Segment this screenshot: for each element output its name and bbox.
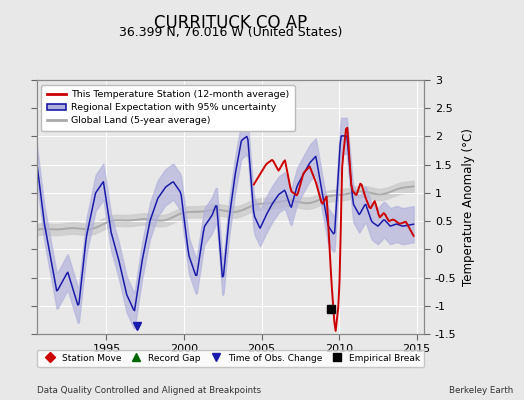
Legend: This Temperature Station (12-month average), Regional Expectation with 95% uncer: This Temperature Station (12-month avera… xyxy=(41,85,294,131)
Text: 36.399 N, 76.016 W (United States): 36.399 N, 76.016 W (United States) xyxy=(119,26,342,39)
Text: Data Quality Controlled and Aligned at Breakpoints: Data Quality Controlled and Aligned at B… xyxy=(37,386,261,395)
Text: CURRITUCK CO AP: CURRITUCK CO AP xyxy=(154,14,307,32)
Legend: Station Move, Record Gap, Time of Obs. Change, Empirical Break: Station Move, Record Gap, Time of Obs. C… xyxy=(37,350,424,367)
Text: Berkeley Earth: Berkeley Earth xyxy=(449,386,514,395)
Y-axis label: Temperature Anomaly (°C): Temperature Anomaly (°C) xyxy=(462,128,475,286)
